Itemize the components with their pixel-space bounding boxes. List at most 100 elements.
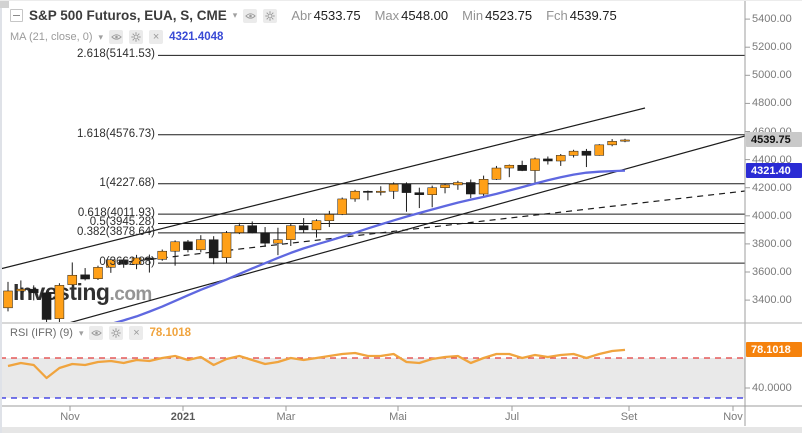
candle-body — [28, 288, 39, 294]
settings-gear-icon[interactable] — [109, 326, 124, 340]
candle-body — [80, 274, 90, 280]
window-left-edge — [0, 1, 2, 433]
minus-icon — [13, 15, 20, 16]
ohlc-open: Abr 4533.75 — [291, 8, 360, 23]
fib-level-label: 2.618(5141.53) — [76, 48, 155, 61]
candle-body — [607, 141, 617, 146]
rsi-line — [7, 348, 626, 380]
fib-level-label: 0(3662.88) — [99, 256, 155, 269]
price-tick-label: 4400.00 — [752, 153, 792, 166]
price-tick-label: 5200.00 — [752, 41, 792, 54]
candle-body — [54, 285, 65, 319]
settings-gear-icon[interactable] — [263, 8, 278, 23]
open-value: 4533.75 — [313, 8, 361, 23]
ma-label[interactable]: MA (21, close, 0) — [10, 31, 93, 43]
candle-body — [221, 232, 232, 258]
candle-body — [67, 274, 78, 285]
candle-body — [388, 183, 399, 192]
price-tick-label: 4800.00 — [752, 97, 792, 110]
ma-price-tag: 4321.40 — [746, 163, 802, 179]
price-tick-label: 4200.00 — [752, 181, 792, 194]
fib-level-label: 0.382(3878.64) — [76, 225, 155, 238]
candle-body — [208, 239, 219, 259]
time-tick-label: Nov — [60, 411, 80, 423]
candle-body — [183, 241, 193, 251]
candle-body — [478, 179, 489, 195]
candle-body — [427, 187, 437, 195]
candle-body — [196, 239, 206, 251]
time-tick-label: 2021 — [170, 411, 196, 423]
time-tick-label: Nov — [723, 411, 743, 423]
symbol-legend: S&P 500 Futuros, EUA, S, CME ▾ Abr 4533.7… — [10, 8, 617, 23]
high-label: Max — [374, 8, 400, 23]
visibility-eye-icon[interactable] — [109, 30, 124, 44]
close-icon[interactable]: × — [129, 326, 144, 340]
rsi-value: 78.1018 — [149, 327, 192, 339]
close-icon[interactable]: × — [149, 30, 164, 44]
close-label: Fch — [546, 8, 568, 23]
candle-body — [350, 190, 360, 200]
candle-body — [594, 144, 605, 156]
candle-body — [144, 257, 155, 260]
rsi-tick-label: 40.0000 — [752, 382, 792, 394]
ohlc-close: Fch 4539.75 — [546, 8, 617, 23]
collapse-pane-button[interactable] — [10, 9, 23, 22]
candle-body — [311, 220, 322, 231]
candle-body — [3, 290, 13, 309]
ma-legend: MA (21, close, 0) ▾ × 4321.4048 — [10, 30, 223, 44]
price-tick-label: 4000.00 — [752, 209, 792, 222]
bottom-strip — [0, 427, 802, 433]
candle-body — [376, 190, 386, 193]
rsi-value-tag: 78.1018 — [746, 342, 802, 358]
trendline-upper — [0, 107, 646, 270]
fib-level-label: 0.5(3945.28) — [89, 216, 155, 229]
rsi-label[interactable]: RSI (IFR) (9) — [10, 327, 73, 339]
chevron-down-icon[interactable]: ▾ — [98, 31, 104, 42]
candle-body — [16, 288, 26, 292]
price-tick-label: 5000.00 — [752, 69, 792, 82]
candle-body — [131, 257, 142, 265]
fib-level-label: 0.618(4011.93) — [77, 207, 155, 220]
candle-body — [273, 239, 283, 244]
fib-level-label: 1(4227.68) — [99, 176, 155, 189]
price-tick-label: 3400.00 — [752, 294, 792, 307]
settings-gear-icon[interactable] — [129, 30, 144, 44]
candle-body — [620, 139, 630, 142]
candle-body — [337, 198, 347, 215]
candle-body — [568, 150, 579, 156]
high-value: 4548.00 — [401, 8, 449, 23]
time-tick-label: Mar — [276, 411, 296, 423]
candle-body — [530, 158, 540, 171]
ma-value: 4321.4048 — [169, 31, 224, 43]
window-corner — [0, 1, 9, 8]
candle-body — [491, 167, 502, 180]
candle-body — [298, 225, 309, 231]
candle-body — [581, 150, 592, 156]
open-label: Abr — [291, 8, 312, 23]
rsi-legend: RSI (IFR) (9) ▾ × 78.1018 — [10, 326, 191, 340]
price-tick-label: 5400.00 — [752, 13, 792, 26]
fib-level-label: 1.618(4576.73) — [76, 127, 155, 140]
trendline-lower — [70, 135, 745, 322]
symbol-title[interactable]: S&P 500 Futuros, EUA, S, CME — [29, 8, 227, 23]
last-price-tag: 4539.75 — [746, 132, 802, 148]
candle-body — [453, 182, 463, 186]
candle-body — [170, 241, 180, 252]
price-tick-label: 3800.00 — [752, 237, 792, 250]
chevron-down-icon[interactable]: ▾ — [232, 10, 238, 20]
rsi-band — [0, 358, 745, 398]
rsi-pane — [0, 348, 745, 399]
watermark-suffix: .com — [109, 284, 152, 305]
chevron-down-icon[interactable]: ▾ — [78, 327, 84, 338]
candle-body — [440, 184, 450, 188]
price-tick-label: 3600.00 — [752, 266, 792, 278]
ma-line — [113, 169, 626, 322]
candle-body — [324, 214, 335, 221]
candle-body — [157, 250, 167, 260]
visibility-eye-icon[interactable] — [243, 8, 258, 23]
visibility-eye-icon[interactable] — [89, 326, 104, 340]
candle-body — [106, 259, 116, 268]
time-tick-label: Mai — [389, 411, 407, 423]
candle-body — [401, 183, 412, 193]
